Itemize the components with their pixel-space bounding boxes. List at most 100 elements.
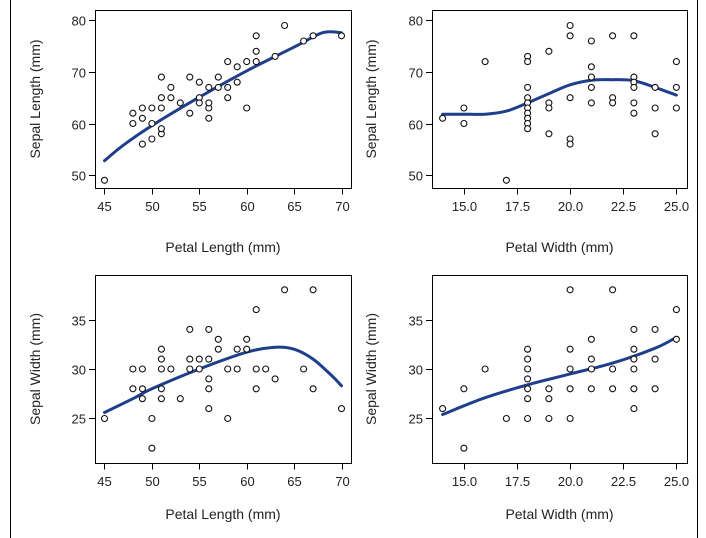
data-point bbox=[157, 365, 165, 373]
fit-curve bbox=[103, 345, 343, 414]
data-point bbox=[587, 365, 595, 373]
data-point bbox=[167, 83, 175, 91]
data-point bbox=[587, 63, 595, 71]
data-point bbox=[224, 83, 232, 91]
data-point bbox=[205, 114, 213, 122]
data-point bbox=[243, 58, 251, 66]
chart-panel-4: 15.0 17.5 20.0 22.5 25.0 25 30 35 Petal Width (m… bbox=[363, 275, 689, 522]
x-tick-label: 15.0 bbox=[452, 199, 477, 214]
data-point bbox=[252, 58, 260, 66]
data-point bbox=[524, 395, 532, 403]
data-point bbox=[129, 365, 137, 373]
data-point bbox=[630, 83, 638, 91]
data-point bbox=[243, 345, 251, 353]
data-point bbox=[281, 286, 289, 294]
data-point bbox=[630, 385, 638, 393]
data-point bbox=[481, 58, 489, 66]
x-tick-label: 20.0 bbox=[558, 474, 583, 489]
data-point bbox=[524, 83, 532, 91]
data-point bbox=[651, 325, 659, 333]
data-point bbox=[524, 375, 532, 383]
data-point bbox=[243, 335, 251, 343]
data-point bbox=[129, 385, 137, 393]
data-point bbox=[157, 125, 165, 133]
data-point bbox=[630, 405, 638, 413]
x-tick-label: 65 bbox=[287, 474, 301, 489]
data-point bbox=[587, 335, 595, 343]
y-tick-label: 70 bbox=[409, 66, 423, 81]
data-point bbox=[214, 345, 222, 353]
data-point bbox=[630, 355, 638, 363]
data-point bbox=[186, 109, 194, 117]
data-point bbox=[233, 345, 241, 353]
plot-area-frame bbox=[432, 10, 688, 189]
data-point bbox=[176, 395, 184, 403]
x-tick-label: 15.0 bbox=[452, 474, 477, 489]
fit-curve bbox=[103, 30, 343, 163]
y-tick-label: 25 bbox=[72, 412, 86, 427]
data-point bbox=[587, 355, 595, 363]
data-point bbox=[157, 395, 165, 403]
data-point bbox=[460, 444, 468, 452]
x-tick-label: 45 bbox=[97, 199, 111, 214]
data-point bbox=[176, 99, 184, 107]
data-point bbox=[630, 109, 638, 117]
data-point bbox=[224, 94, 232, 102]
data-point bbox=[233, 63, 241, 71]
data-point bbox=[524, 58, 532, 66]
data-point bbox=[545, 104, 553, 112]
data-point bbox=[138, 385, 146, 393]
data-point bbox=[609, 32, 617, 40]
data-point bbox=[545, 47, 553, 55]
data-point bbox=[224, 414, 232, 423]
y-tick-label: 25 bbox=[409, 412, 423, 427]
data-point bbox=[252, 385, 260, 393]
data-point bbox=[566, 140, 574, 148]
data-point bbox=[233, 365, 241, 373]
chart-panel-2: 15.0 17.5 20.0 22.5 25.0 50 60 70 80 Petal Width … bbox=[363, 10, 689, 255]
data-point bbox=[157, 385, 165, 393]
data-point bbox=[195, 355, 203, 363]
data-point bbox=[545, 130, 553, 138]
data-point bbox=[309, 32, 317, 40]
data-point bbox=[609, 286, 617, 294]
data-point bbox=[630, 325, 638, 333]
data-point bbox=[651, 130, 659, 138]
y-tick-label: 70 bbox=[72, 66, 86, 81]
data-point bbox=[309, 385, 317, 393]
data-point bbox=[524, 125, 532, 133]
x-tick-label: 65 bbox=[287, 199, 301, 214]
data-point bbox=[672, 335, 680, 343]
data-point bbox=[129, 119, 137, 128]
x-tick-label: 17.5 bbox=[505, 199, 530, 214]
x-tick-label: 22.5 bbox=[611, 199, 636, 214]
data-point bbox=[205, 355, 213, 363]
data-point bbox=[224, 58, 232, 66]
data-point bbox=[138, 395, 146, 403]
data-point bbox=[566, 32, 574, 40]
data-point bbox=[524, 414, 532, 423]
data-point bbox=[129, 109, 137, 117]
data-point bbox=[609, 365, 617, 373]
data-point bbox=[300, 365, 308, 373]
data-point bbox=[481, 365, 489, 373]
x-tick-label: 70 bbox=[335, 474, 349, 489]
data-point bbox=[587, 73, 595, 81]
data-point bbox=[195, 78, 203, 86]
data-point bbox=[148, 135, 156, 143]
data-point bbox=[167, 94, 175, 102]
x-tick-label: 20.0 bbox=[558, 199, 583, 214]
x-axis-title: Petal Length (mm) bbox=[165, 506, 280, 522]
data-point bbox=[157, 355, 165, 363]
data-point bbox=[271, 52, 279, 60]
data-point bbox=[281, 21, 289, 30]
y-tick-label: 60 bbox=[72, 118, 86, 133]
data-point bbox=[157, 73, 165, 81]
data-point bbox=[157, 345, 165, 353]
data-point bbox=[524, 355, 532, 363]
data-point bbox=[157, 104, 165, 112]
data-point bbox=[524, 385, 532, 393]
data-point bbox=[566, 21, 574, 30]
data-point bbox=[566, 385, 574, 393]
